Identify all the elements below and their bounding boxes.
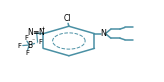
Text: F: F [38,39,42,46]
Text: N: N [38,28,44,37]
Text: N: N [28,28,33,37]
Text: B: B [27,41,32,50]
Text: Cl: Cl [63,14,71,23]
Text: ⁻: ⁻ [31,40,35,45]
Text: F: F [25,50,29,56]
Text: N: N [101,29,106,38]
Text: F: F [18,42,21,49]
Text: ≡: ≡ [32,28,38,37]
Text: F: F [24,35,28,41]
Text: +: + [40,26,45,31]
